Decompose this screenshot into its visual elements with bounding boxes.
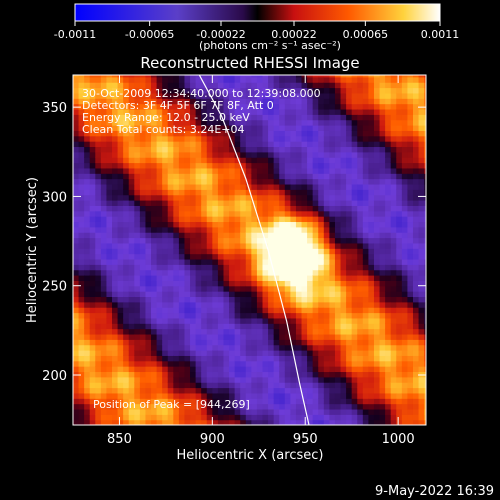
colorbar-tick-label: 0.0011 — [421, 28, 460, 41]
colorbar-tick-label: -0.00065 — [125, 28, 174, 41]
colorbar-tick-label: -0.0011 — [54, 28, 96, 41]
chart-title: Reconstructed RHESSI Image — [140, 54, 359, 72]
plot-frame — [72, 74, 427, 426]
y-axis-label: Heliocentric Y (arcsec) — [25, 177, 40, 323]
annotation-line: Detectors: 3F 4F 5F 6F 7F 8F, Att 0 — [82, 99, 274, 112]
y-tick-label: 350 — [42, 101, 67, 116]
y-axis: 200 250 300 350 — [42, 101, 426, 384]
x-axis: 850 900 950 1000 — [107, 75, 415, 447]
colorbar — [74, 3, 441, 22]
x-tick-label: 900 — [200, 432, 225, 447]
y-tick-label: 250 — [42, 280, 67, 295]
colorbar-ticks: -0.0011 -0.00065 -0.00022 0.00022 0.00065 0.0… — [54, 21, 459, 41]
annotation-line: Clean Total counts: 3.24E+04 — [82, 123, 245, 136]
x-tick-label: 1000 — [382, 432, 415, 447]
y-tick-label: 200 — [42, 369, 67, 384]
colorbar-tick-label: 0.00022 — [271, 28, 317, 41]
solar-limb-line — [198, 75, 310, 425]
footer-timestamp: 9-May-2022 16:39 — [375, 484, 494, 499]
annotation-block: 30-Oct-2009 12:34:40.000 to 12:39:08.000… — [82, 87, 321, 136]
annotation-line: 30-Oct-2009 12:34:40.000 to 12:39:08.000 — [82, 87, 321, 100]
colorbar-units: (photons cm⁻² s⁻¹ asec⁻²) — [199, 39, 341, 52]
heatmap-cells — [73, 75, 426, 425]
annotation-line: Energy Range: 12.0 - 25.0 keV — [82, 111, 250, 124]
colorbar-tick-label: -0.00022 — [196, 28, 245, 41]
x-tick-label: 850 — [107, 432, 132, 447]
colorbar-tick-label: 0.00065 — [343, 28, 389, 41]
x-tick-label: 950 — [293, 432, 318, 447]
annotation-peak: Position of Peak = [944,269] — [93, 398, 250, 411]
y-tick-label: 300 — [42, 190, 67, 205]
x-axis-label: Heliocentric X (arcsec) — [177, 448, 324, 463]
